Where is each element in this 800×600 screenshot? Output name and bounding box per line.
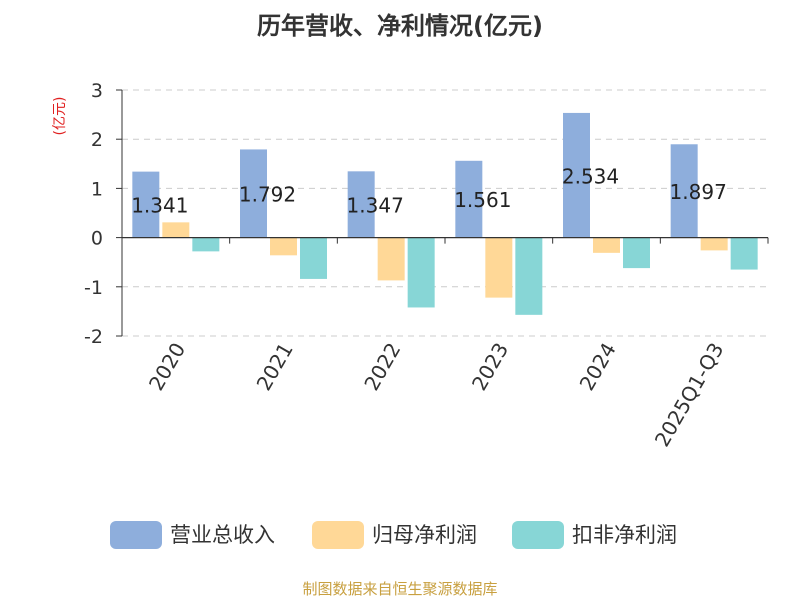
- legend-label: 营业总收入: [170, 523, 275, 547]
- legend-label: 扣非净利润: [572, 523, 677, 547]
- x-tick-label: 2024: [575, 339, 621, 395]
- bar-net-profit: [700, 237, 728, 251]
- x-tick-label: 2020: [144, 339, 190, 395]
- data-label: 1.792: [239, 183, 296, 207]
- data-label: 1.561: [454, 188, 511, 212]
- bar-net-profit: [485, 237, 513, 298]
- y-axis-label: (亿元): [52, 97, 68, 136]
- bar-deducted-net-profit: [407, 237, 435, 308]
- x-tick-label: 2021: [252, 339, 298, 395]
- y-tick-label: -1: [84, 277, 103, 299]
- bar-deducted-net-profit: [515, 237, 543, 315]
- legend-swatch: [110, 521, 162, 549]
- bar-deducted-net-profit: [730, 237, 758, 270]
- x-tick-label: 2022: [359, 339, 405, 395]
- bar-net-profit: [377, 237, 405, 281]
- y-tick-label: 3: [91, 80, 103, 102]
- bar-revenue: [347, 171, 375, 238]
- bar-net-profit: [162, 222, 190, 238]
- bar-revenue: [670, 144, 698, 238]
- x-tick-label: 2023: [467, 339, 513, 395]
- bar-deducted-net-profit: [192, 237, 220, 252]
- y-tick-label: 1: [91, 178, 103, 200]
- bar-revenue: [455, 160, 483, 238]
- x-tick-label: 2025Q1-Q3: [650, 339, 729, 451]
- bar-revenue: [132, 171, 160, 238]
- data-label: 1.341: [131, 194, 188, 218]
- bar-net-profit: [593, 237, 620, 253]
- y-tick-label: 0: [91, 228, 103, 250]
- data-source-note: 制图数据来自恒生聚源数据库: [302, 580, 498, 598]
- bar-deducted-net-profit: [623, 237, 650, 269]
- chart-title: 历年营收、净利情况(亿元): [257, 12, 543, 40]
- data-label: 2.534: [562, 164, 619, 188]
- bar-deducted-net-profit: [300, 237, 327, 279]
- bar-net-profit: [270, 237, 297, 256]
- bar-revenue: [563, 112, 590, 238]
- legend-swatch: [512, 521, 564, 549]
- y-tick-label: -2: [84, 326, 103, 348]
- data-label: 1.347: [347, 193, 404, 217]
- data-label: 1.897: [670, 180, 727, 204]
- legend-label: 归母净利润: [372, 523, 477, 547]
- y-tick-label: 2: [91, 129, 103, 151]
- bar-revenue: [240, 149, 267, 238]
- legend-swatch: [312, 521, 364, 549]
